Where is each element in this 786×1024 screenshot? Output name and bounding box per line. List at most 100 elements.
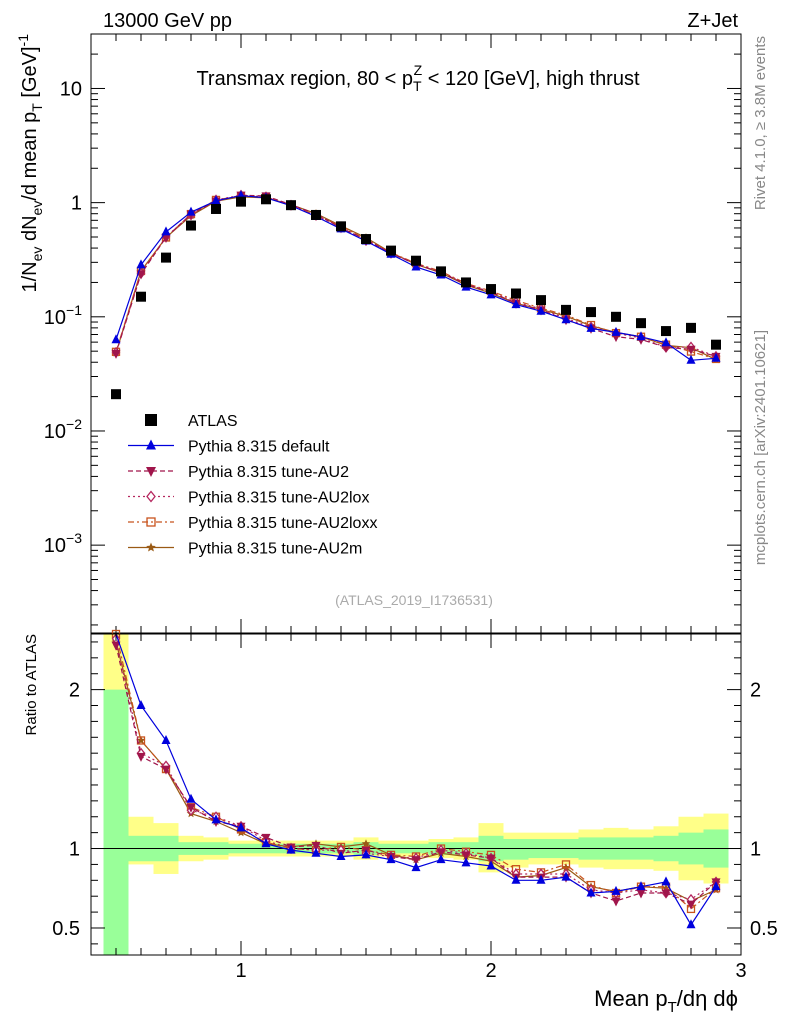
series-line-diamond — [115, 194, 717, 357]
tick-base: 10 — [44, 421, 66, 443]
legend-label: Pythia 8.315 tune-AU2 — [188, 464, 349, 481]
xlabel-sub: T — [668, 999, 677, 1016]
data-point — [211, 195, 221, 205]
data-point — [561, 314, 571, 324]
data-point — [336, 850, 346, 860]
y-tick-label-main: 10−2 — [44, 416, 82, 443]
data-point — [411, 862, 421, 872]
data-point — [511, 874, 521, 884]
data-point — [361, 234, 371, 245]
data-point — [146, 517, 156, 527]
data-point — [161, 252, 171, 263]
data-point — [386, 245, 396, 256]
data-point — [536, 305, 546, 315]
data-point — [436, 848, 446, 858]
data-point — [146, 439, 156, 450]
legend: ATLAS Pythia 8.315 default Pythia 8.315 tu… — [128, 413, 377, 558]
data-point — [461, 277, 471, 288]
data-point — [636, 881, 646, 891]
ylabel-part: -1 — [15, 34, 31, 47]
data-point — [336, 221, 346, 232]
data-point — [311, 847, 321, 857]
y-tick-label-ratio-right: 2 — [750, 680, 761, 702]
tick-base: 10 — [44, 535, 66, 557]
legend-item: ATLAS — [145, 413, 238, 430]
ylabel-part: [GeV] — [19, 46, 41, 103]
y-tick-label-ratio-right: 0.5 — [750, 918, 778, 940]
uncertainty-band-green — [103, 689, 129, 955]
y-tick-label-ratio: 0.5 — [52, 918, 80, 940]
data-point — [286, 844, 296, 854]
data-point — [146, 490, 156, 503]
data-point — [386, 854, 396, 864]
data-point — [661, 876, 671, 886]
data-point — [636, 318, 646, 329]
data-point — [561, 871, 571, 881]
data-point — [561, 860, 571, 869]
data-point — [711, 339, 721, 350]
data-point — [146, 467, 156, 477]
data-point — [661, 326, 671, 337]
tick-exp: −1 — [66, 302, 82, 318]
data-point — [146, 542, 156, 552]
data-point — [361, 839, 371, 848]
data-point — [261, 838, 271, 848]
y-axis-label-ratio: Ratio to ATLAS — [23, 634, 40, 735]
tick-exp: −2 — [66, 416, 82, 432]
beam-label: 13000 GeV pp — [103, 10, 232, 32]
legend-label: Pythia 8.315 default — [188, 439, 330, 456]
data-point — [536, 874, 546, 884]
ylabel-part: ev — [29, 247, 45, 262]
legend-item: Pythia 8.315 tune-AU2 — [128, 464, 349, 481]
data-point — [586, 322, 596, 332]
data-point — [436, 854, 446, 864]
data-point — [711, 881, 721, 891]
y-tick-label-ratio-right: 1 — [750, 839, 761, 861]
data-point — [536, 295, 546, 306]
data-point — [161, 226, 171, 236]
data-point — [411, 255, 421, 266]
data-point — [486, 860, 496, 870]
data-point — [361, 849, 371, 859]
data-point — [686, 322, 696, 333]
data-point — [186, 220, 196, 231]
data-point — [111, 389, 121, 400]
data-point — [461, 857, 471, 867]
xlabel-part: Mean p — [594, 986, 667, 1011]
uncertainty-band-green — [503, 838, 529, 860]
legend-label: ATLAS — [188, 413, 238, 430]
data-point — [636, 331, 646, 341]
ylabel-part: ev — [29, 201, 45, 216]
data-point — [586, 887, 596, 897]
ylabel-part: dN — [19, 215, 41, 246]
mcplots-label: mcplots.cern.ch [arXiv:2401.10621] — [752, 330, 769, 565]
rivet-version-label: Rivet 4.1.0, ≥ 3.8M events — [752, 36, 769, 210]
legend-item: Pythia 8.315 default — [128, 439, 330, 456]
title-rest: < 120 [GeV], high thrust — [422, 68, 640, 90]
y-tick-label-main: 10−1 — [44, 302, 82, 329]
legend-item: Pythia 8.315 tune-AU2loxx — [128, 515, 377, 532]
y-tick-label-main: 10 — [60, 78, 82, 100]
x-tick-label: 1 — [235, 960, 246, 982]
plot-title-text: Transmax region, 80 < — [196, 68, 401, 90]
process-label: Z+Jet — [687, 10, 738, 32]
data-point — [136, 259, 146, 269]
data-point — [186, 803, 196, 813]
ylabel-part: /d mean p — [19, 112, 41, 201]
data-point — [636, 889, 646, 899]
data-point — [436, 266, 446, 277]
data-point — [661, 889, 671, 899]
data-point — [161, 734, 171, 744]
data-point — [186, 793, 196, 803]
data-point — [411, 261, 421, 271]
x-tick-label: 2 — [485, 960, 496, 982]
data-point — [136, 291, 146, 302]
tick-exp: −3 — [66, 530, 82, 546]
data-point — [211, 814, 221, 824]
legend-label: Pythia 8.315 tune-AU2lox — [188, 490, 369, 507]
y-tick-label-ratio: 2 — [69, 680, 80, 702]
data-point — [561, 863, 571, 872]
data-point — [111, 641, 121, 651]
